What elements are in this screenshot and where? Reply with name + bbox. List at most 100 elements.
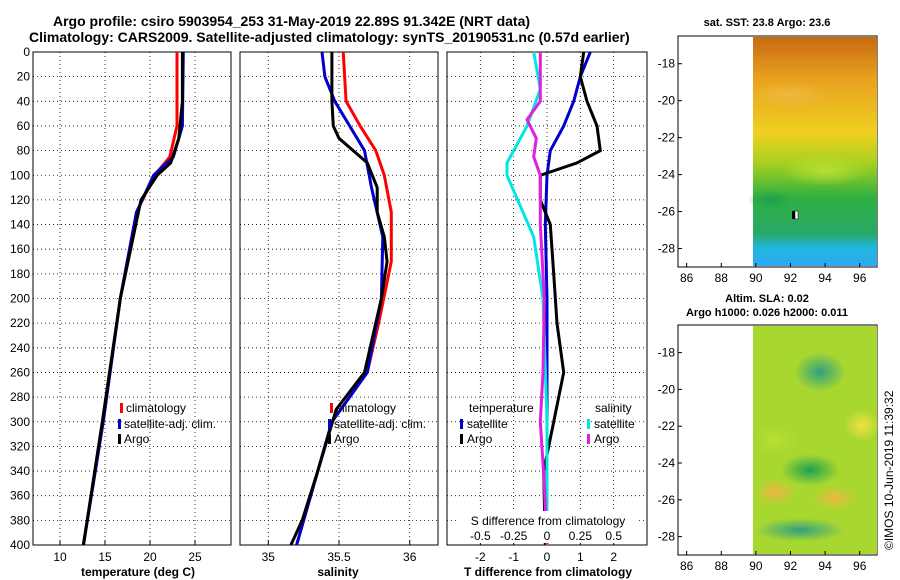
y-tick-label: 240 <box>10 341 30 355</box>
map-x-tick-label: 86 <box>680 271 694 285</box>
secondary-tick-label: -0.5 <box>470 529 491 543</box>
s-difference-label: S difference from climatology <box>471 514 626 528</box>
sla-map: 86 88 90 92 94 96 -18 -20 -22 -24 -26 -28 <box>658 324 880 573</box>
salinity-legend: climatology satellite-adj. clim. Argo <box>328 401 426 446</box>
y-tick-label: 340 <box>10 464 30 478</box>
y-tick-label: 300 <box>10 415 30 429</box>
y-tick-label: 260 <box>10 365 30 379</box>
x-tick-label: -2 <box>475 550 486 564</box>
legend-swatch-argo <box>118 434 121 444</box>
map-y-tick-label: -22 <box>658 419 676 433</box>
legend-label: satellite-adj. clim. <box>124 417 216 431</box>
y-tick-label: 80 <box>17 144 31 158</box>
map-x-tick-label: 92 <box>784 271 798 285</box>
legend-swatch-t-satellite <box>460 419 463 429</box>
x-tick-label: 35 <box>262 550 276 564</box>
x-tick-label: 2 <box>610 550 617 564</box>
y-tick-label: 40 <box>17 94 31 108</box>
x-tick-label: 0 <box>544 550 551 564</box>
legend-label: Argo <box>334 432 360 446</box>
sla-low-patch-3 <box>755 518 845 542</box>
legend-swatch-argo <box>328 434 331 444</box>
map-x-tick-label: 92 <box>784 559 798 573</box>
y-tick-label: 280 <box>10 390 30 404</box>
x-tick-label: -1 <box>508 550 519 564</box>
x-tick-label: 25 <box>188 550 202 564</box>
sla-high-patch <box>844 409 880 441</box>
legend-label: Argo <box>467 432 493 446</box>
argo-position-marker-outline <box>794 210 799 220</box>
legend-swatch-s-argo <box>587 434 590 444</box>
diff-s-argo-line <box>525 52 549 546</box>
map-x-tick-label: 96 <box>853 559 867 573</box>
secondary-tick-layer: -0.5 -0.25 0 0.25 0.5 <box>470 529 622 543</box>
map-y-tick-label: -18 <box>658 57 676 71</box>
temperature-xlabel: temperature (deg C) <box>81 565 195 579</box>
difference-legend: temperature satellite Argo salinity sate… <box>460 401 635 446</box>
imos-credit: ©IMOS 10-Jun-2019 11:39:32 <box>882 390 896 550</box>
sst-map-title: sat. SST: 23.8 Argo: 23.6 <box>704 17 831 29</box>
grid-layer <box>33 51 647 546</box>
y-tick-label: 360 <box>10 489 30 503</box>
legend-title-salinity: salinity <box>595 401 632 415</box>
map-x-tick-label: 96 <box>853 271 867 285</box>
temperature-legend: climatology satellite-adj. clim. Argo <box>118 401 216 446</box>
legend-swatch-climatology <box>120 403 123 413</box>
sla-map-subtitle: Argo h1000: 0.026 h2000: 0.011 <box>686 307 848 319</box>
y-tick-label: 60 <box>17 119 31 133</box>
map-x-tick-label: 90 <box>749 271 763 285</box>
map-y-tick-label: -18 <box>658 346 676 360</box>
x-tick-label: 15 <box>98 550 112 564</box>
map-y-tick-label: -26 <box>658 205 676 219</box>
y-tick-label: 320 <box>10 439 30 453</box>
legend-label: climatology <box>336 401 396 415</box>
sst-field <box>753 37 877 266</box>
legend-label: Argo <box>594 432 620 446</box>
x-tick-label: 1 <box>577 550 584 564</box>
map-x-tick-label: 90 <box>749 559 763 573</box>
x-tick-label: 36 <box>403 550 417 564</box>
sst-front-patch <box>780 154 870 186</box>
sst-map: 86 88 90 92 94 96 -18 -20 -22 -24 -26 -28 <box>658 35 878 285</box>
sal-argo-line <box>289 52 389 546</box>
argo-position-marker <box>792 211 795 219</box>
secondary-tick-label: 0.25 <box>569 529 593 543</box>
map-x-tick-label: 86 <box>680 559 694 573</box>
y-tick-label: 380 <box>10 513 30 527</box>
map-y-tick-label: -20 <box>658 382 676 396</box>
legend-swatch-t-argo <box>460 434 463 444</box>
sst-map-ticks: 86 88 90 92 94 96 -18 -20 -22 -24 -26 -28 <box>658 57 867 285</box>
x-tick-label: 35.5 <box>327 550 351 564</box>
title-line-1: Argo profile: csiro 5903954_253 31-May-2… <box>53 13 530 29</box>
map-x-tick-label: 94 <box>818 559 832 573</box>
secondary-tick-label: 0 <box>544 529 551 543</box>
map-x-tick-label: 94 <box>818 271 832 285</box>
tick-label-layer: 10 15 20 2502040608010012014016018020022024… <box>10 45 617 564</box>
sst-warm-patch <box>750 81 830 109</box>
legend-swatch-climatology <box>330 403 333 413</box>
y-tick-label: 0 <box>23 45 30 59</box>
legend-label: satellite <box>594 417 635 431</box>
y-tick-label: 140 <box>10 218 30 232</box>
secondary-tick-label: 0.5 <box>605 529 622 543</box>
difference-xlabel: T difference from climatology <box>464 565 632 579</box>
temp-argo-line <box>81 52 184 546</box>
sst-cool-patch <box>748 190 792 210</box>
sla-high-patch-3 <box>813 486 857 510</box>
y-tick-label: 220 <box>10 316 30 330</box>
x-tick-label: 20 <box>143 550 157 564</box>
legend-label: Argo <box>124 432 150 446</box>
legend-label: satellite-adj. clim. <box>334 417 426 431</box>
title-line-2: Climatology: CARS2009. Satellite-adjuste… <box>29 29 630 45</box>
diff-s-satellite-line <box>505 51 549 545</box>
legend-title-temperature: temperature <box>469 401 534 415</box>
y-tick-label: 200 <box>10 292 30 306</box>
y-tick-label: 20 <box>17 70 31 84</box>
map-y-tick-label: -24 <box>658 456 676 470</box>
legend-label: climatology <box>126 401 186 415</box>
map-x-tick-label: 88 <box>715 271 729 285</box>
map-y-tick-label: -28 <box>658 242 676 256</box>
legend-swatch-s-satellite <box>587 419 590 429</box>
y-tick-label: 400 <box>10 538 30 552</box>
sla-patch <box>753 426 797 454</box>
